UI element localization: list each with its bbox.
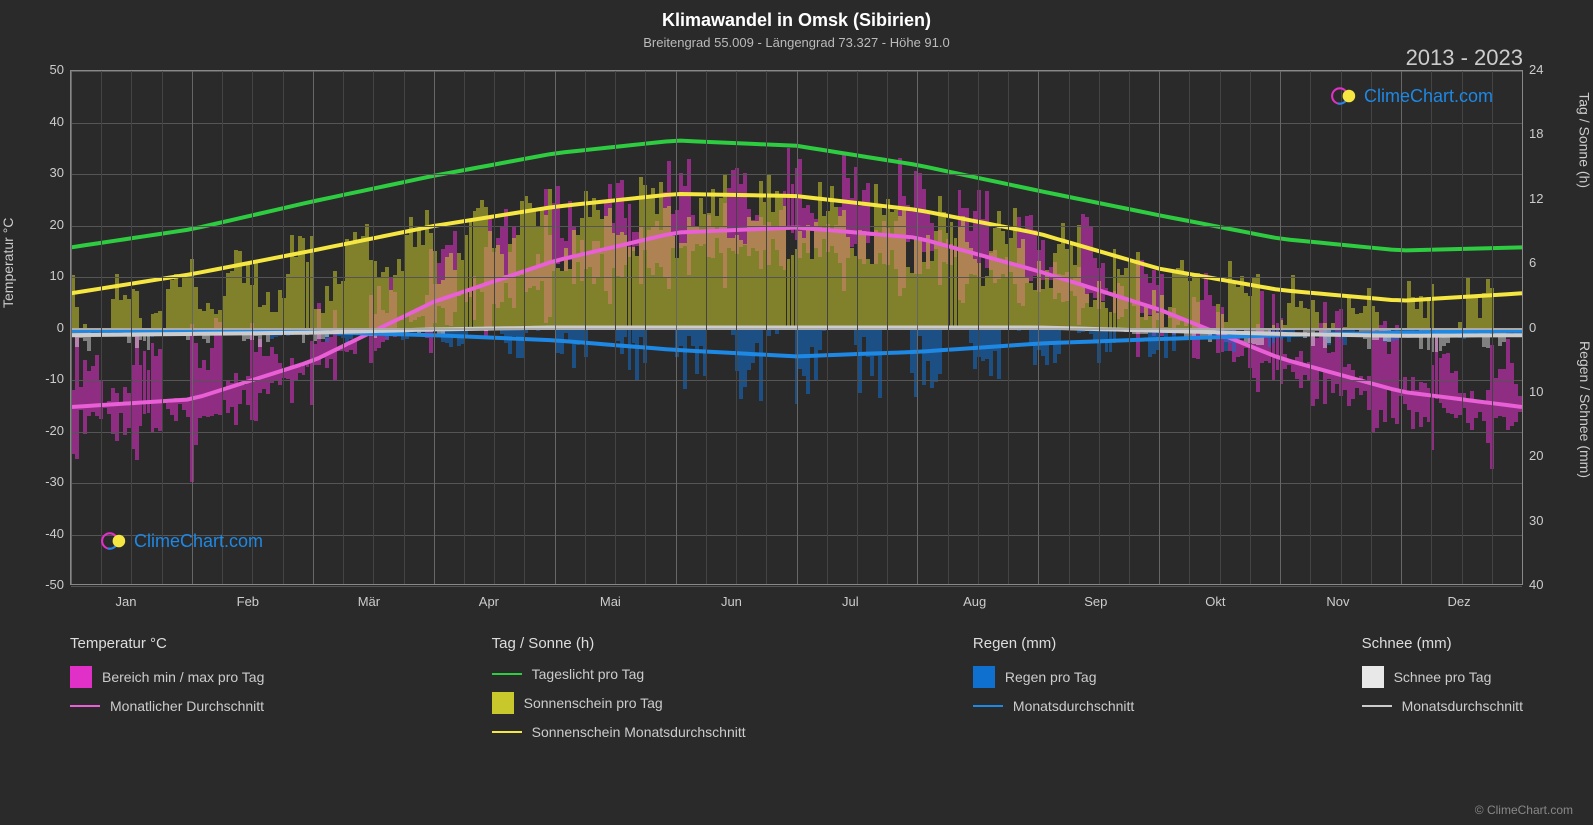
y-left-tick: -10 — [45, 371, 64, 386]
legend-label: Monatsdurchschnitt — [1013, 698, 1134, 714]
legend-item: Sonnenschein pro Tag — [492, 692, 746, 714]
legend-label: Monatsdurchschnitt — [1402, 698, 1523, 714]
climechart-logo-icon — [1330, 82, 1358, 110]
legend-label: Bereich min / max pro Tag — [102, 669, 264, 685]
legend-header: Temperatur °C — [70, 635, 264, 652]
legend-item: Tageslicht pro Tag — [492, 666, 746, 682]
legend-swatch — [973, 705, 1003, 707]
y-left-tick: -30 — [45, 474, 64, 489]
legend-swatch — [70, 666, 92, 688]
legend-column: Regen (mm) Regen pro Tag Monatsdurchschnit… — [973, 635, 1134, 740]
y-axis-left-ticks: 50403020100-10-20-30-40-50 — [0, 70, 70, 585]
x-month-label: Okt — [1205, 594, 1225, 609]
watermark-text: ClimeChart.com — [1364, 86, 1493, 107]
legend-header: Tag / Sonne (h) — [492, 635, 746, 652]
legend-item: Sonnenschein Monatsdurchschnitt — [492, 724, 746, 740]
y-left-tick: 40 — [50, 114, 64, 129]
legend-item: Monatsdurchschnitt — [973, 698, 1134, 714]
x-month-label: Aug — [963, 594, 986, 609]
y-right-tick: 0 — [1529, 320, 1536, 335]
y-right-tick: 30 — [1529, 513, 1543, 528]
legend-label: Sonnenschein Monatsdurchschnitt — [532, 724, 746, 740]
x-month-label: Mai — [600, 594, 621, 609]
legend-swatch — [492, 692, 514, 714]
legend-swatch — [973, 666, 995, 688]
y-right-tick: 20 — [1529, 448, 1543, 463]
y-left-tick: 0 — [57, 320, 64, 335]
legend-swatch — [1362, 666, 1384, 688]
legend-swatch — [492, 731, 522, 733]
y-left-tick: -50 — [45, 577, 64, 592]
y-left-tick: 30 — [50, 165, 64, 180]
legend-swatch — [70, 705, 100, 707]
x-month-label: Sep — [1084, 594, 1107, 609]
y-right-tick: 40 — [1529, 577, 1543, 592]
y-right-tick: 18 — [1529, 126, 1543, 141]
x-month-label: Jan — [116, 594, 137, 609]
legend-label: Tageslicht pro Tag — [532, 666, 645, 682]
legend: Temperatur °C Bereich min / max pro Tag Mo… — [70, 635, 1523, 740]
copyright: © ClimeChart.com — [1475, 803, 1573, 817]
plot-area — [70, 70, 1523, 585]
legend-header: Regen (mm) — [973, 635, 1134, 652]
x-month-label: Jun — [721, 594, 742, 609]
watermark-text: ClimeChart.com — [134, 531, 263, 552]
y-right-tick: 10 — [1529, 384, 1543, 399]
legend-item: Monatsdurchschnitt — [1362, 698, 1523, 714]
legend-column: Schnee (mm) Schnee pro Tag Monatsdurchschn… — [1362, 635, 1523, 740]
x-month-label: Nov — [1326, 594, 1349, 609]
legend-header: Schnee (mm) — [1362, 635, 1523, 652]
x-month-label: Apr — [479, 594, 499, 609]
chart-subtitle: Breitengrad 55.009 - Längengrad 73.327 -… — [0, 31, 1593, 50]
legend-item: Bereich min / max pro Tag — [70, 666, 264, 688]
legend-label: Regen pro Tag — [1005, 669, 1097, 685]
watermark-bottom: ClimeChart.com — [100, 527, 263, 555]
y-left-tick: 20 — [50, 217, 64, 232]
y-right-tick: 12 — [1529, 191, 1543, 206]
x-month-label: Feb — [237, 594, 259, 609]
climate-chart: { "title": "Klimawandel in Omsk (Sibirie… — [0, 0, 1593, 825]
y-right-tick: 24 — [1529, 62, 1543, 77]
climechart-logo-icon — [100, 527, 128, 555]
y-right-tick: 6 — [1529, 255, 1536, 270]
legend-swatch — [1362, 705, 1392, 707]
legend-label: Sonnenschein pro Tag — [524, 695, 663, 711]
y-left-tick: -40 — [45, 526, 64, 541]
x-month-label: Dez — [1447, 594, 1470, 609]
y-left-tick: 10 — [50, 268, 64, 283]
legend-swatch — [492, 673, 522, 675]
x-month-label: Jul — [842, 594, 859, 609]
y-left-tick: -20 — [45, 423, 64, 438]
x-axis: Jan Feb Mär Apr Mai Jun Jul Aug Sep Okt Nov Dez — [70, 590, 1523, 620]
legend-item: Schnee pro Tag — [1362, 666, 1523, 688]
chart-title: Klimawandel in Omsk (Sibirien) — [0, 0, 1593, 31]
legend-label: Schnee pro Tag — [1394, 669, 1492, 685]
legend-label: Monatlicher Durchschnitt — [110, 698, 264, 714]
x-month-label: Mär — [358, 594, 380, 609]
year-range: 2013 - 2023 — [1406, 45, 1523, 71]
y-axis-right-ticks: 2418126010203040 — [1523, 70, 1593, 585]
y-left-tick: 50 — [50, 62, 64, 77]
legend-item: Monatlicher Durchschnitt — [70, 698, 264, 714]
legend-item: Regen pro Tag — [973, 666, 1134, 688]
legend-column: Temperatur °C Bereich min / max pro Tag Mo… — [70, 635, 264, 740]
watermark-top: ClimeChart.com — [1330, 82, 1493, 110]
legend-column: Tag / Sonne (h) Tageslicht pro Tag Sonnens… — [492, 635, 746, 740]
